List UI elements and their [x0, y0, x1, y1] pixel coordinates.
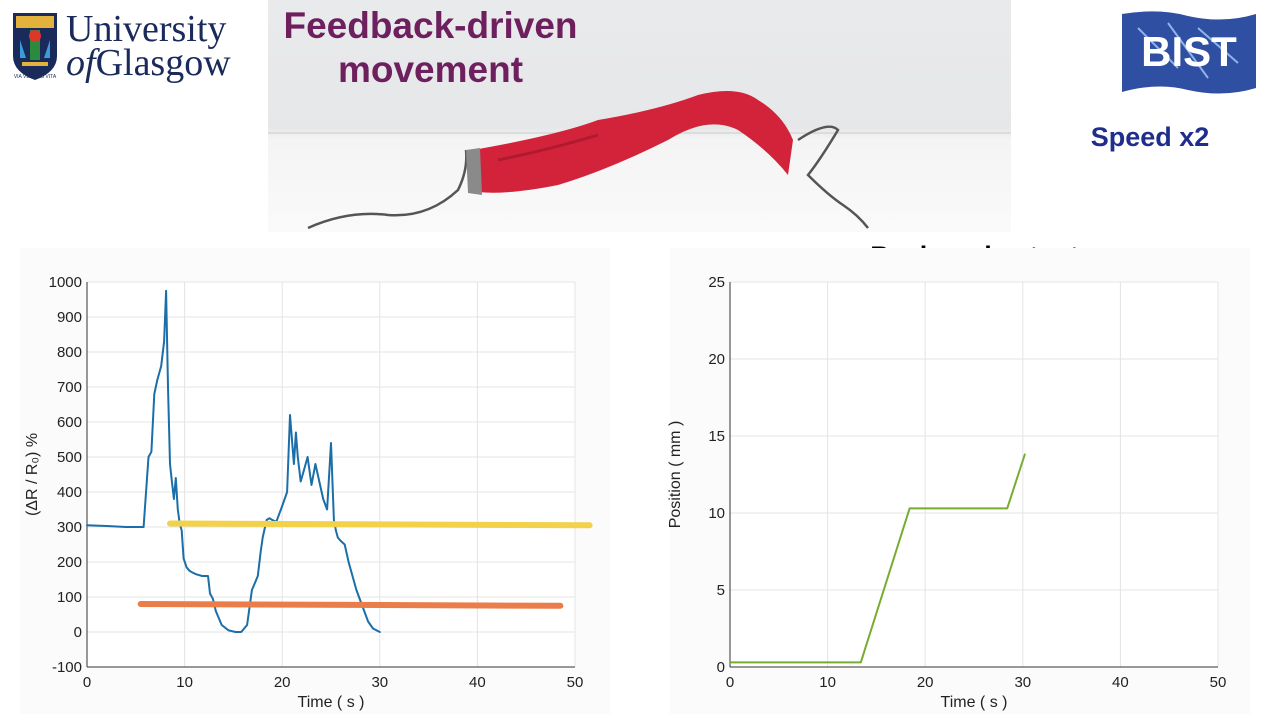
actuator-chart-title: Back-end actuator — [870, 241, 1106, 271]
x-tick-label: 0 — [726, 674, 734, 691]
y-tick-label: 20 — [708, 351, 725, 368]
x-tick-label: 50 — [567, 674, 584, 691]
video-title-line1: Feedback-driven — [283, 5, 578, 46]
y-tick-label: 800 — [57, 344, 82, 361]
x-axis-label: Time ( s ) — [298, 694, 365, 711]
speed-label: Speed x2 — [1090, 122, 1210, 152]
bist-flag-icon: BIST — [1122, 11, 1256, 94]
chart-background — [20, 248, 610, 714]
y-tick-label: 25 — [708, 274, 725, 291]
bist-logo-text: BIST — [1141, 28, 1237, 75]
wordmark-line1: University — [66, 8, 227, 50]
video-title: Feedback-driven movement — [268, 4, 593, 92]
y-tick-label: 0 — [74, 624, 82, 641]
y-tick-label: 700 — [57, 379, 82, 396]
x-tick-label: 0 — [83, 674, 91, 691]
wordmark-line2: ofGlasgow — [66, 44, 231, 82]
y-tick-label: 100 — [57, 589, 82, 606]
plot-area — [730, 282, 1218, 667]
x-tick-label: 30 — [1014, 674, 1031, 691]
crest-motto: VIA VERITAS VITA — [13, 74, 57, 80]
y-tick-label: 500 — [57, 449, 82, 466]
y-tick-label: -100 — [52, 659, 82, 676]
y-axis-label: (ΔR / R₀) % — [24, 433, 41, 516]
y-tick-label: 10 — [708, 505, 725, 522]
plot-area — [87, 282, 575, 667]
actuator-position-line — [729, 453, 1026, 664]
y-tick-label: 900 — [57, 309, 82, 326]
university-crest-icon — [13, 13, 57, 80]
y-tick-label: 1000 — [49, 274, 82, 291]
y-tick-label: 15 — [708, 428, 725, 445]
x-tick-label: 20 — [274, 674, 291, 691]
y-axis-label: Position ( mm ) — [667, 421, 684, 529]
video-title-line2: movement — [337, 49, 524, 90]
chart-background — [670, 248, 1250, 714]
robot-video-frame: Feedback-driven movement — [268, 0, 1011, 232]
sensor-chart-title: Sensor feedback — [221, 244, 439, 274]
x-tick-label: 30 — [371, 674, 388, 691]
y-tick-label: 400 — [57, 484, 82, 501]
x-tick-label: 40 — [469, 674, 486, 691]
lower-threshold-line — [137, 601, 564, 609]
sensor-feedback-chart: 0 10 20 30 40 50-1000100200300400500600700800… — [20, 248, 610, 714]
university-of-glasgow-logo: VIA VERITAS VITA University ofGlasgow — [10, 10, 250, 88]
y-tick-label: 0 — [717, 659, 725, 676]
y-tick-label: 200 — [57, 554, 82, 571]
y-tick-label: 600 — [57, 414, 82, 431]
x-tick-label: 10 — [819, 674, 836, 691]
x-tick-label: 50 — [1210, 674, 1227, 691]
university-wordmark: University ofGlasgow — [66, 8, 231, 82]
y-tick-label: 5 — [717, 582, 725, 599]
soft-robot-image — [268, 91, 1011, 230]
y-tick-label: 300 — [57, 519, 82, 536]
x-axis-label: Time ( s ) — [941, 694, 1008, 711]
x-tick-label: 40 — [1112, 674, 1129, 691]
bist-logo: BIST — [1118, 8, 1260, 96]
wordmark-of: of — [66, 42, 96, 84]
wordmark-glasgow: Glasgow — [95, 42, 231, 84]
x-tick-label: 10 — [176, 674, 193, 691]
back-end-actuator-chart: 0 10 20 30 40 50 0 5 10 15 20 25 Time ( s ) Position … — [667, 248, 1250, 714]
upper-threshold-line — [167, 520, 593, 529]
x-tick-label: 20 — [917, 674, 934, 691]
sensor-signal-line — [86, 289, 381, 633]
